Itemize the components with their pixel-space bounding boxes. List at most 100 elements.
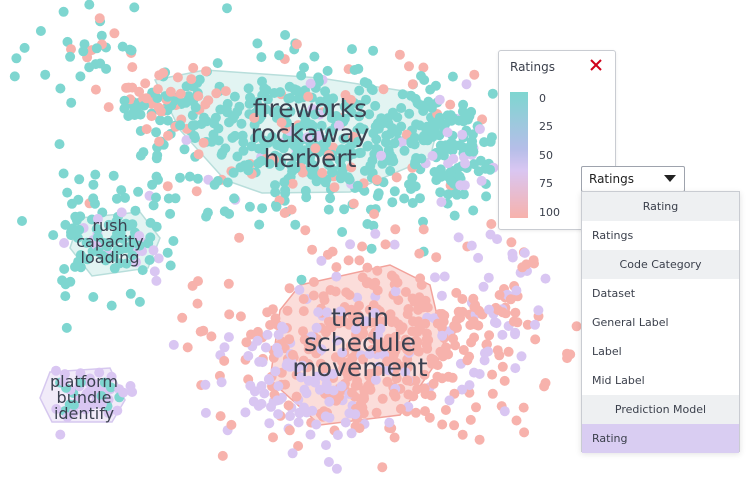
- scatter-point[interactable]: [466, 240, 477, 251]
- scatter-point[interactable]: [127, 82, 138, 93]
- scatter-point[interactable]: [457, 384, 467, 395]
- scatter-point[interactable]: [298, 306, 309, 317]
- scatter-point[interactable]: [442, 127, 453, 138]
- scatter-point[interactable]: [426, 102, 437, 113]
- scatter-point[interactable]: [59, 369, 70, 380]
- scatter-point[interactable]: [373, 120, 384, 131]
- scatter-point[interactable]: [457, 142, 468, 153]
- scatter-point[interactable]: [473, 252, 484, 263]
- scatter-point[interactable]: [165, 208, 176, 219]
- color-by-dropdown[interactable]: Ratings: [581, 166, 685, 192]
- scatter-point[interactable]: [193, 276, 203, 287]
- scatter-point[interactable]: [346, 107, 357, 118]
- scatter-point[interactable]: [434, 112, 445, 123]
- scatter-point[interactable]: [400, 287, 411, 297]
- scatter-point[interactable]: [451, 287, 462, 298]
- scatter-point[interactable]: [371, 174, 382, 185]
- scatter-point[interactable]: [323, 457, 334, 467]
- scatter-point[interactable]: [390, 345, 401, 356]
- scatter-point[interactable]: [287, 178, 298, 189]
- scatter-point[interactable]: [108, 170, 119, 181]
- scatter-point[interactable]: [309, 51, 320, 62]
- scatter-point[interactable]: [354, 255, 365, 266]
- scatter-point[interactable]: [229, 110, 240, 121]
- menu-item-general-label[interactable]: General Label: [592, 316, 669, 329]
- scatter-point[interactable]: [331, 463, 342, 474]
- scatter-point[interactable]: [412, 384, 423, 395]
- scatter-point[interactable]: [345, 239, 356, 250]
- scatter-point[interactable]: [353, 315, 363, 326]
- scatter-point[interactable]: [522, 319, 533, 330]
- scatter-point[interactable]: [299, 109, 310, 120]
- scatter-point[interactable]: [449, 210, 460, 221]
- scatter-point[interactable]: [438, 351, 448, 362]
- scatter-point[interactable]: [238, 137, 249, 148]
- scatter-point[interactable]: [74, 174, 85, 185]
- scatter-point[interactable]: [311, 322, 322, 333]
- scatter-point[interactable]: [316, 255, 327, 266]
- scatter-point[interactable]: [269, 88, 280, 98]
- scatter-point[interactable]: [314, 130, 325, 141]
- scatter-point[interactable]: [494, 290, 505, 300]
- scatter-point[interactable]: [293, 417, 304, 428]
- scatter-point[interactable]: [447, 71, 458, 82]
- scatter-point[interactable]: [224, 117, 234, 128]
- scatter-point[interactable]: [272, 395, 283, 406]
- scatter-point[interactable]: [491, 318, 502, 329]
- scatter-point[interactable]: [503, 346, 514, 357]
- scatter-point[interactable]: [75, 71, 86, 82]
- scatter-point[interactable]: [220, 143, 231, 154]
- scatter-point[interactable]: [497, 307, 508, 318]
- scatter-point[interactable]: [364, 109, 375, 120]
- scatter-point[interactable]: [120, 192, 130, 203]
- scatter-point[interactable]: [323, 149, 334, 160]
- scatter-point[interactable]: [399, 193, 410, 204]
- scatter-point[interactable]: [285, 106, 296, 117]
- scatter-point[interactable]: [291, 39, 302, 50]
- scatter-point[interactable]: [306, 169, 317, 180]
- scatter-point[interactable]: [112, 245, 123, 256]
- scatter-point[interactable]: [238, 145, 249, 156]
- scatter-point[interactable]: [162, 115, 173, 126]
- scatter-point[interactable]: [377, 158, 388, 169]
- scatter-point[interactable]: [155, 115, 166, 126]
- scatter-point[interactable]: [262, 307, 273, 318]
- scatter-point[interactable]: [141, 93, 152, 104]
- scatter-point[interactable]: [163, 193, 174, 204]
- scatter-point[interactable]: [487, 88, 498, 99]
- scatter-point[interactable]: [133, 186, 144, 197]
- scatter-point[interactable]: [344, 174, 355, 185]
- scatter-point[interactable]: [284, 334, 295, 345]
- scatter-point[interactable]: [66, 44, 76, 55]
- scatter-point[interactable]: [280, 188, 291, 199]
- scatter-point[interactable]: [109, 263, 120, 274]
- scatter-point[interactable]: [422, 328, 432, 339]
- scatter-point[interactable]: [410, 407, 421, 418]
- scatter-point[interactable]: [426, 390, 437, 401]
- scatter-point[interactable]: [565, 349, 576, 360]
- scatter-point[interactable]: [246, 329, 256, 340]
- scatter-point[interactable]: [151, 127, 162, 138]
- scatter-point[interactable]: [453, 232, 464, 243]
- scatter-point[interactable]: [198, 137, 209, 148]
- scatter-point[interactable]: [473, 166, 484, 177]
- scatter-point[interactable]: [362, 219, 373, 229]
- scatter-point[interactable]: [410, 335, 421, 346]
- scatter-point[interactable]: [389, 432, 400, 443]
- scatter-point[interactable]: [200, 379, 211, 390]
- scatter-point[interactable]: [486, 219, 497, 229]
- scatter-point[interactable]: [271, 342, 282, 353]
- scatter-point[interactable]: [241, 337, 252, 348]
- scatter-point[interactable]: [452, 189, 462, 200]
- scatter-point[interactable]: [286, 204, 297, 215]
- scatter-point[interactable]: [344, 290, 355, 300]
- scatter-point[interactable]: [313, 76, 324, 87]
- scatter-point[interactable]: [95, 58, 106, 69]
- scatter-point[interactable]: [357, 241, 368, 252]
- scatter-point[interactable]: [437, 309, 448, 319]
- scatter-point[interactable]: [355, 147, 366, 158]
- scatter-point[interactable]: [497, 329, 508, 340]
- scatter-point[interactable]: [321, 440, 331, 451]
- scatter-point[interactable]: [255, 156, 266, 167]
- scatter-point[interactable]: [318, 291, 329, 302]
